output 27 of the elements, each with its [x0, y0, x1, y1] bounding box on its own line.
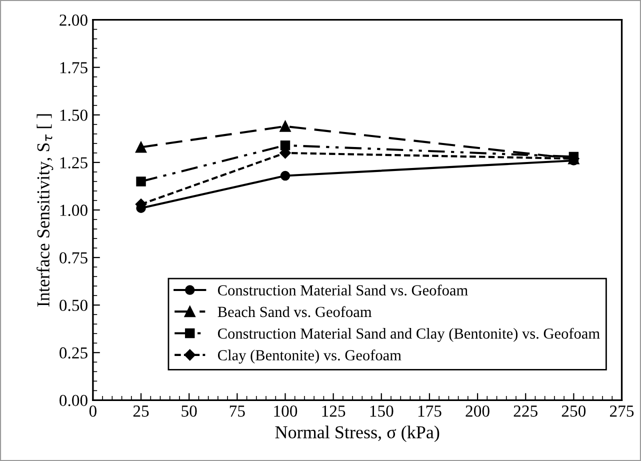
legend-label: Beach Sand vs. Geofoam [218, 306, 372, 318]
x-tick-label: 200 [466, 405, 490, 417]
y-tick-label: 0.00 [60, 394, 88, 406]
legend-label: Clay (Bentonite) vs. Geofoam [218, 350, 402, 364]
x-tick-label: 125 [322, 406, 346, 417]
x-tick-label: 250 [562, 405, 586, 417]
x-tick-label: 225 [514, 406, 538, 417]
x-tick-label: 150 [370, 405, 394, 417]
x-axis-title: Normal Stress, σ (kPa) [275, 426, 440, 442]
y-tick-label: 1.25 [60, 157, 88, 168]
x-tick-label: 175 [418, 406, 442, 417]
y-tick-label: 1.00 [60, 204, 88, 216]
x-tick-label: 75 [230, 406, 245, 417]
x-tick-label: 100 [274, 405, 298, 417]
legend-label: Construction Material Sand and Clay (Bentonite) vs. Geofoam [218, 328, 600, 342]
y-tick-label: 1.50 [60, 110, 88, 121]
x-tick-label: 275 [610, 406, 634, 417]
y-tick-label: 2.00 [60, 14, 88, 26]
y-tick-label: 0.75 [60, 252, 88, 264]
y-tick-label: 0.50 [60, 300, 88, 312]
x-tick-label: 50 [182, 405, 197, 417]
legend-label: Construction Material Sand vs. Geofoam [218, 284, 468, 296]
x-tick-label: 0 [89, 405, 96, 417]
y-tick-label: 1.75 [60, 62, 88, 74]
y-tick-label: 0.25 [60, 347, 88, 359]
y-axis-title: Interface Sensitivity, S$_{τ}$ [ ] [36, 114, 54, 307]
x-tick-label: 25 [133, 406, 149, 417]
